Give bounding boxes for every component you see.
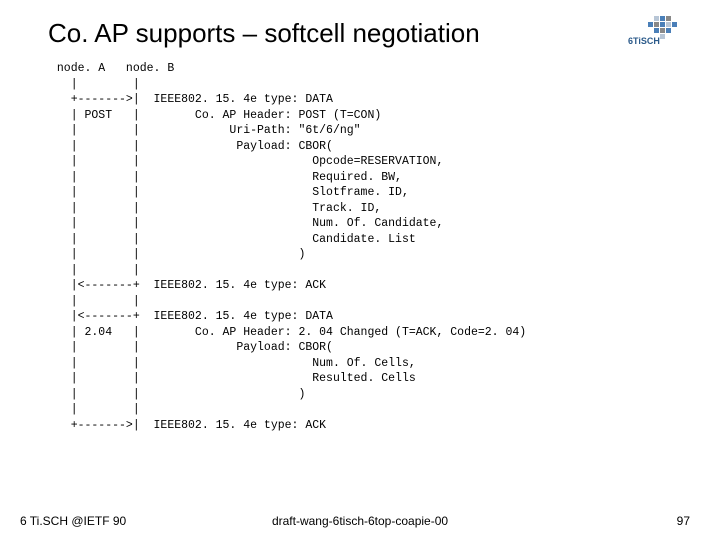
footer-left: 6 Ti.SCH @IETF 90 [20,514,126,528]
footer-center: draft-wang-6tisch-6top-coapie-00 [272,514,448,528]
logo: 6TiSCH [620,14,692,50]
slide-title: Co. AP supports – softcell negotiation [48,18,680,49]
logo-text: 6TiSCH [628,36,660,46]
sequence-diagram: node. A node. B | | +------->| IEEE802. … [50,61,680,433]
page-number: 97 [677,514,690,528]
footer: 6 Ti.SCH @IETF 90 draft-wang-6tisch-6top… [0,514,720,528]
